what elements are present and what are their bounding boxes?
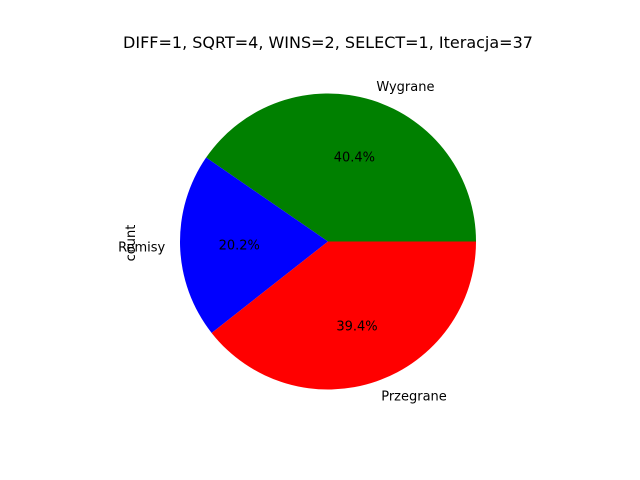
- pie-labels: Wygrane 40.4% Remisy 20.2% Przegrane 39.4%: [118, 80, 447, 404]
- slice-label-remisy: Remisy: [118, 241, 165, 256]
- slice-label-wygrane: Wygrane: [376, 80, 434, 95]
- chart-title: DIFF=1, SQRT=4, WINS=2, SELECT=1, Iterac…: [123, 33, 533, 52]
- y-axis-label: count: [124, 225, 139, 262]
- slice-percent-przegrane: 39.4%: [336, 319, 377, 334]
- pie-slice-remisy: [180, 157, 328, 333]
- pie-slice-przegrane: [211, 241, 476, 390]
- pie-slices: [180, 93, 476, 390]
- slice-percent-remisy: 20.2%: [219, 238, 260, 253]
- pie-slice-wygrane: [206, 93, 476, 242]
- slice-label-przegrane: Przegrane: [381, 389, 447, 404]
- slice-percent-wygrane: 40.4%: [334, 151, 375, 166]
